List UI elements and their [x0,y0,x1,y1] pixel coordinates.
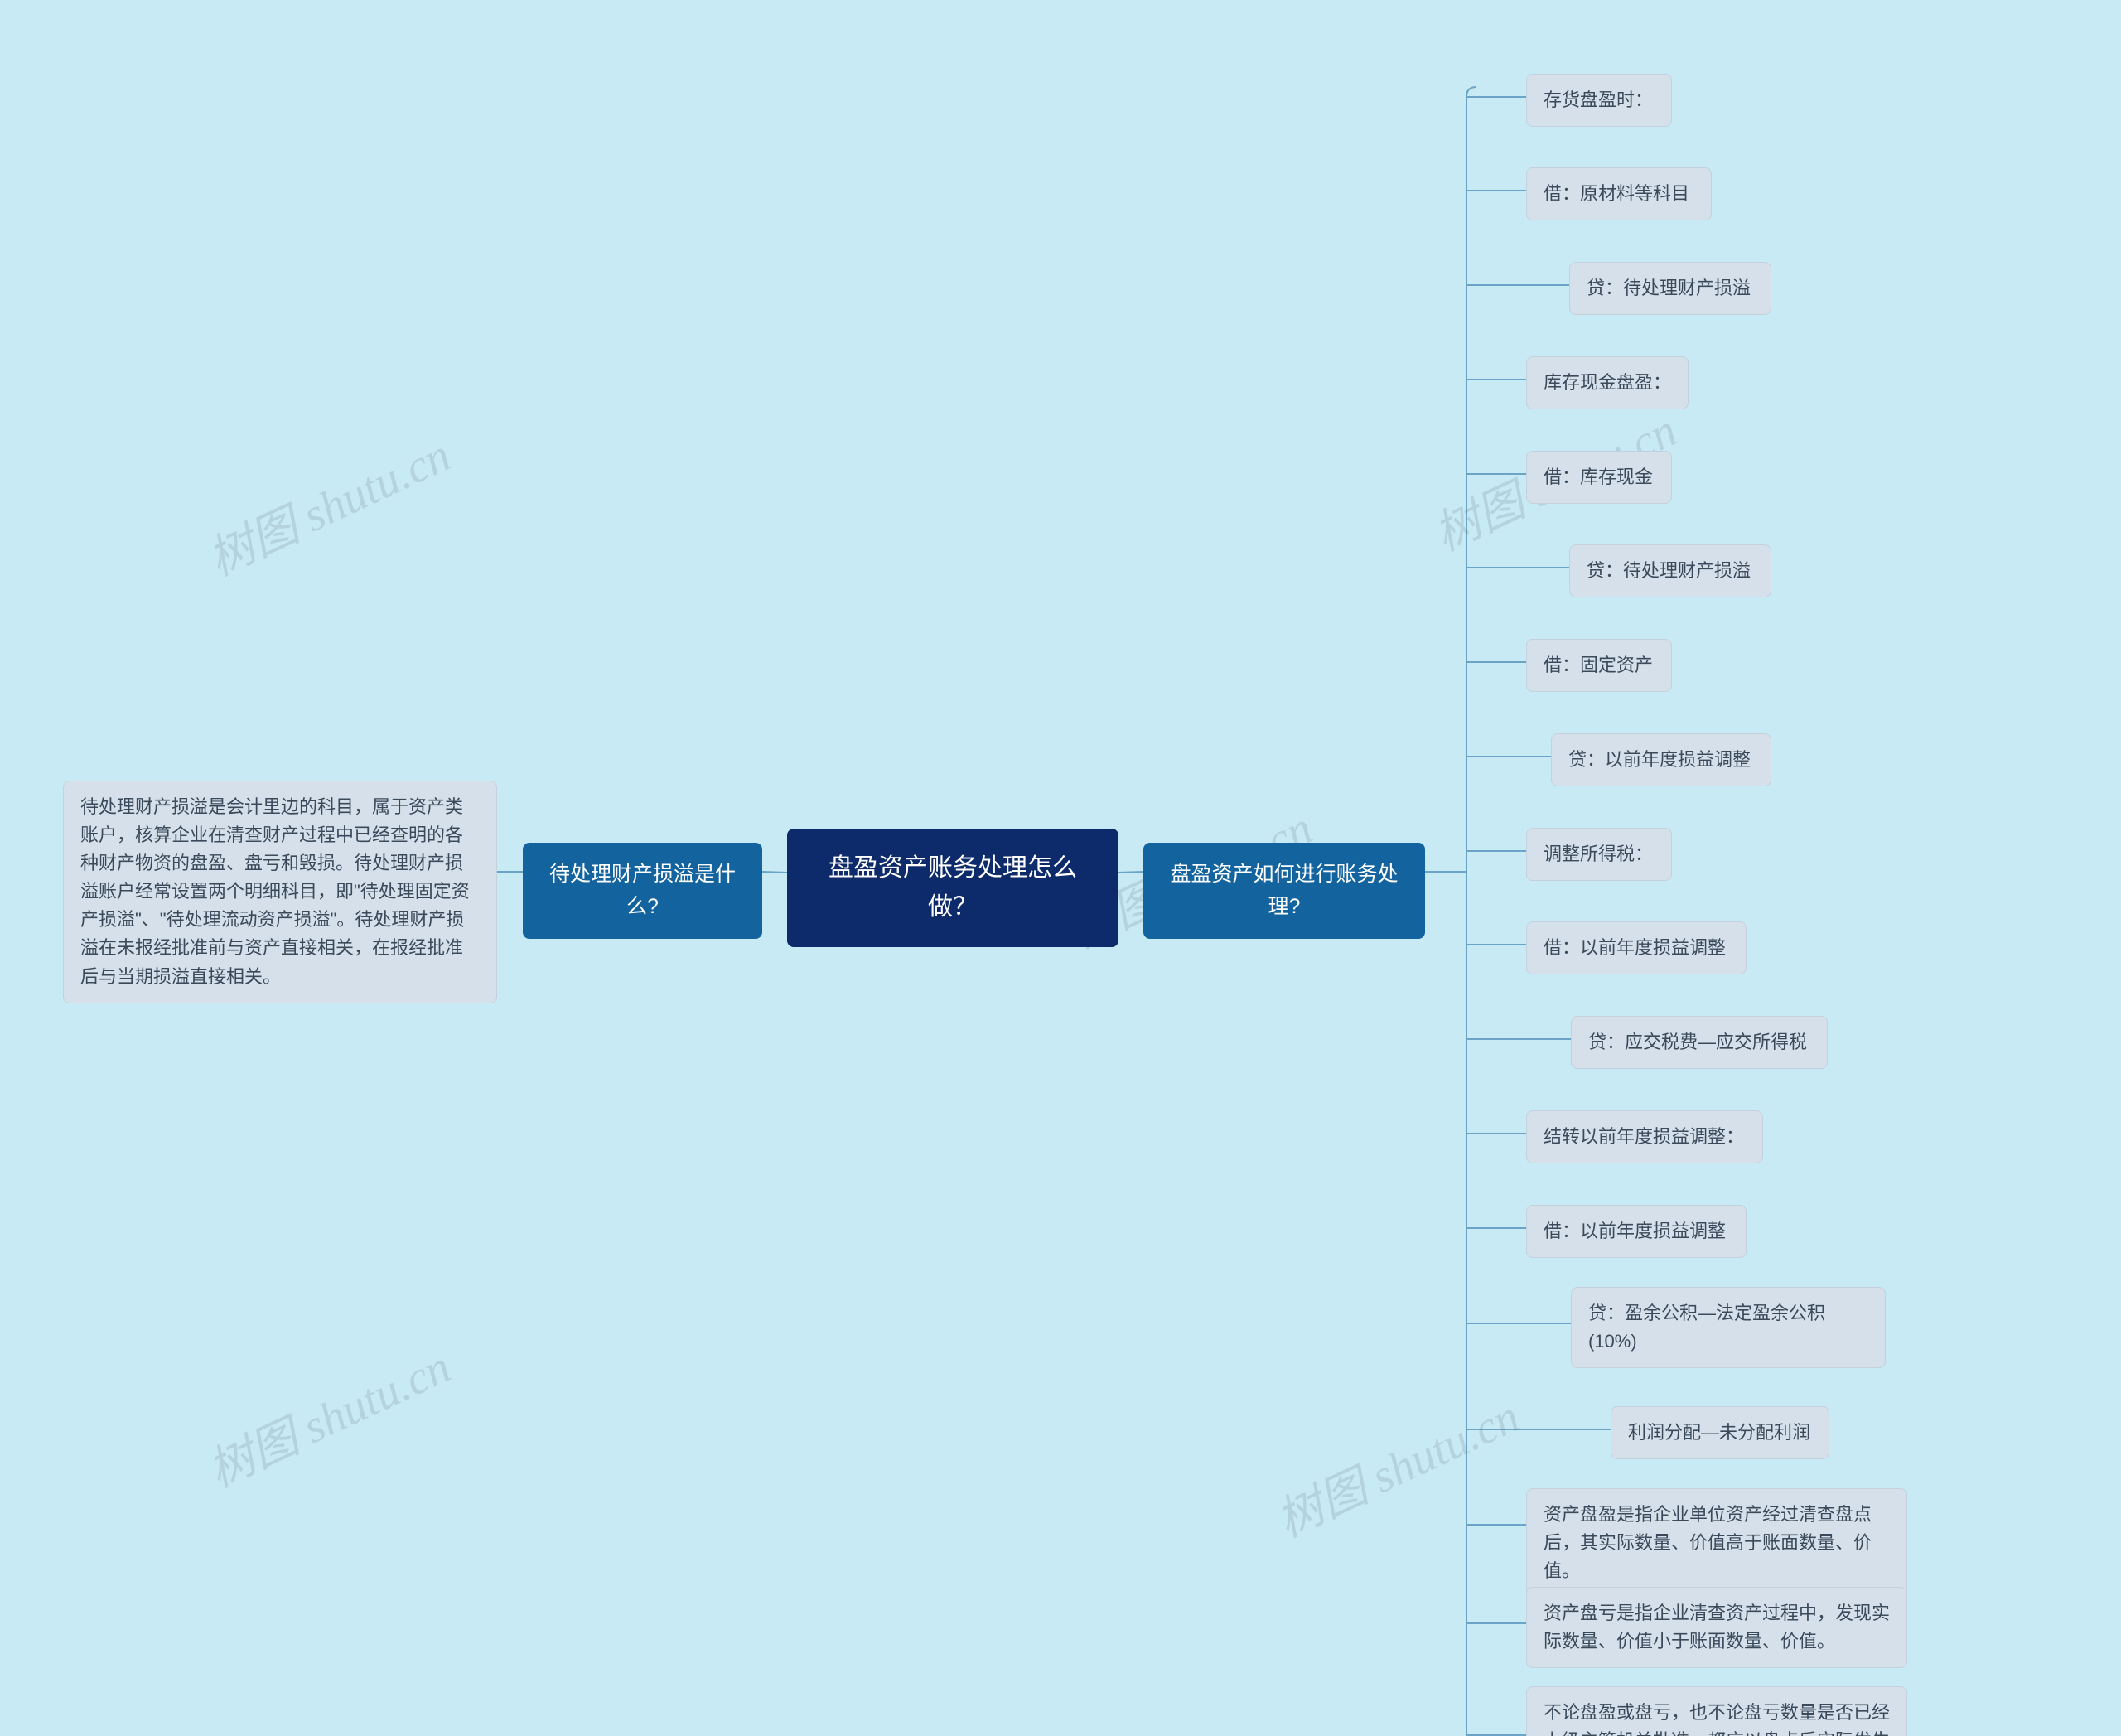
mindmap-node-r13[interactable]: 借：以前年度损益调整 [1526,1205,1747,1258]
mindmap-node-root[interactable]: 盘盈资产账务处理怎么做？ [787,829,1118,947]
mindmap-node-left-branch[interactable]: 待处理财产损溢是什么? [523,843,762,939]
mindmap-node-label: 盘盈资产账务处理怎么做？ [804,849,1101,926]
mindmap-node-r2[interactable]: 借：原材料等科目 [1526,167,1712,220]
mindmap-node-right-branch[interactable]: 盘盈资产如何进行账务处理? [1143,843,1425,939]
mindmap-canvas: 树图 shutu.cn树图 shutu.cn树图 shutu.cn树图 shut… [0,0,2121,1736]
mindmap-node-label: 借：原材料等科目 [1544,180,1689,208]
mindmap-node-r5[interactable]: 借：库存现金 [1526,451,1672,504]
mindmap-node-label: 借：以前年度损益调整 [1544,1217,1726,1245]
mindmap-node-r12[interactable]: 结转以前年度损益调整： [1526,1110,1763,1163]
mindmap-node-r11[interactable]: 贷：应交税费—应交所得税 [1571,1016,1828,1069]
mindmap-node-label: 待处理财产损溢是会计里边的科目，属于资产类账户，核算企业在清查财产过程中已经查明… [80,793,480,991]
mindmap-node-label: 借：库存现金 [1544,463,1653,491]
mindmap-node-label: 资产盘亏是指企业清查资产过程中，发现实际数量、价值小于账面数量、价值。 [1544,1599,1890,1656]
mindmap-node-r9[interactable]: 调整所得税： [1526,828,1672,881]
mindmap-node-r1[interactable]: 存货盘盈时： [1526,74,1672,127]
mindmap-node-label: 调整所得税： [1544,840,1653,868]
mindmap-node-r3[interactable]: 贷：待处理财产损溢 [1569,262,1771,315]
watermark-0: 树图 shutu.cn [196,418,460,589]
mindmap-node-label: 结转以前年度损益调整： [1544,1123,1744,1151]
mindmap-node-r17[interactable]: 资产盘亏是指企业清查资产过程中，发现实际数量、价值小于账面数量、价值。 [1526,1587,1907,1668]
mindmap-node-left-leaf-1[interactable]: 待处理财产损溢是会计里边的科目，属于资产类账户，核算企业在清查财产过程中已经查明… [63,781,497,1003]
mindmap-node-r4[interactable]: 库存现金盘盈： [1526,356,1689,409]
mindmap-node-r8[interactable]: 贷：以前年度损益调整 [1551,733,1771,786]
mindmap-node-label: 待处理财产损溢是什么? [542,858,743,923]
mindmap-node-label: 贷：以前年度损益调整 [1568,746,1751,774]
mindmap-node-r15[interactable]: 利润分配—未分配利润 [1611,1406,1829,1459]
mindmap-node-label: 存货盘盈时： [1544,86,1653,114]
mindmap-node-r16[interactable]: 资产盘盈是指企业单位资产经过清查盘点后，其实际数量、价值高于账面数量、价值。 [1526,1488,1907,1598]
watermark-3: 树图 shutu.cn [196,1330,460,1501]
mindmap-node-label: 贷：待处理财产损溢 [1587,557,1751,585]
mindmap-node-r10[interactable]: 借：以前年度损益调整 [1526,921,1747,974]
mindmap-node-r14[interactable]: 贷：盈余公积—法定盈余公积(10%) [1571,1287,1886,1368]
mindmap-node-label: 盘盈资产如何进行账务处理? [1162,858,1406,923]
mindmap-node-r7[interactable]: 借：固定资产 [1526,639,1672,692]
mindmap-node-r18[interactable]: 不论盘盈或盘亏，也不论盘亏数量是否已经上级主管机关批准，都应以盘点后实际发生的数… [1526,1686,1907,1736]
mindmap-node-label: 借：以前年度损益调整 [1544,934,1726,962]
mindmap-node-label: 借：固定资产 [1544,651,1653,679]
mindmap-node-label: 贷：应交税费—应交所得税 [1588,1028,1807,1057]
mindmap-node-label: 库存现金盘盈： [1544,369,1671,397]
mindmap-node-label: 利润分配—未分配利润 [1628,1419,1810,1447]
mindmap-node-r6[interactable]: 贷：待处理财产损溢 [1569,544,1771,597]
mindmap-node-label: 资产盘盈是指企业单位资产经过清查盘点后，其实际数量、价值高于账面数量、价值。 [1544,1501,1890,1585]
mindmap-node-label: 贷：待处理财产损溢 [1587,274,1751,302]
watermark-4: 树图 shutu.cn [1264,1380,1529,1550]
mindmap-node-label: 贷：盈余公积—法定盈余公积(10%) [1588,1299,1868,1356]
mindmap-node-label: 不论盘盈或盘亏，也不论盘亏数量是否已经上级主管机关批准，都应以盘点后实际发生的数… [1544,1699,1890,1736]
